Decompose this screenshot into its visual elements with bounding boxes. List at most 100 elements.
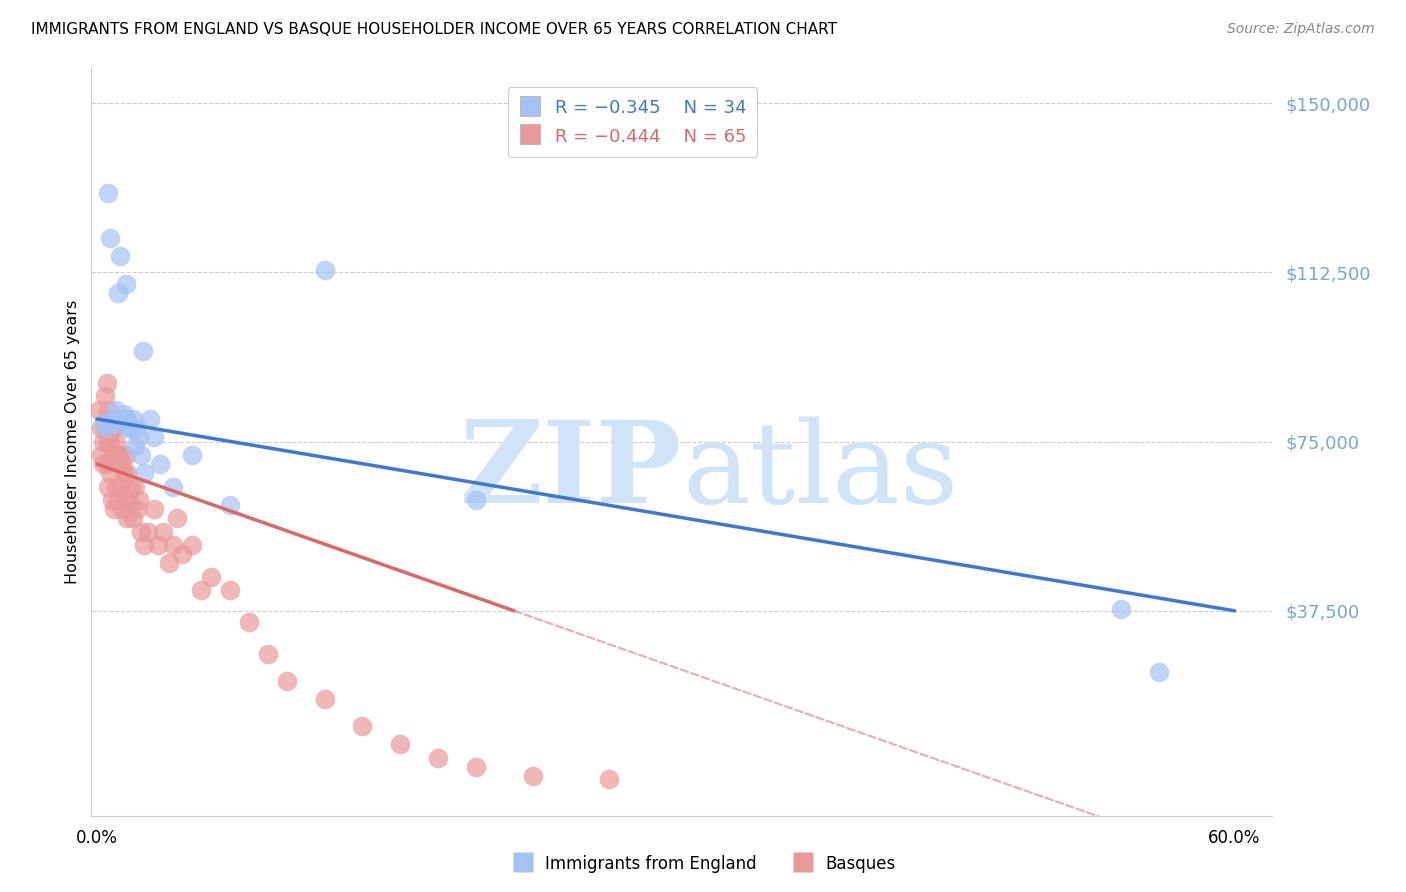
- Point: [98, 434, 121, 449]
- Point: [111, 412, 134, 426]
- Point: [103, 421, 125, 435]
- Point: [114, 277, 136, 291]
- Point: [107, 493, 129, 508]
- Point: [352, 719, 374, 733]
- Point: [96, 412, 118, 426]
- Point: [117, 412, 139, 426]
- Point: [180, 538, 202, 552]
- Legend: R = −0.345    N = 34, R = −0.444    N = 65: R = −0.345 N = 34, R = −0.444 N = 65: [508, 87, 758, 157]
- Legend: Immigrants from England, Basques: Immigrants from England, Basques: [503, 848, 903, 880]
- Point: [90, 448, 112, 462]
- Point: [465, 493, 488, 508]
- Point: [314, 691, 336, 706]
- Text: Source: ZipAtlas.com: Source: ZipAtlas.com: [1227, 22, 1375, 37]
- Point: [98, 412, 121, 426]
- Point: [107, 448, 129, 462]
- Point: [125, 421, 148, 435]
- Point: [157, 557, 180, 571]
- Point: [103, 448, 125, 462]
- Point: [1109, 601, 1132, 615]
- Y-axis label: Householder Income Over 65 years: Householder Income Over 65 years: [65, 300, 80, 583]
- Point: [111, 502, 134, 516]
- Point: [114, 412, 136, 426]
- Point: [98, 231, 121, 245]
- Point: [166, 511, 188, 525]
- Point: [91, 457, 114, 471]
- Point: [124, 439, 146, 453]
- Point: [105, 403, 128, 417]
- Point: [134, 538, 156, 552]
- Point: [91, 417, 114, 431]
- Point: [105, 434, 128, 449]
- Point: [97, 403, 120, 417]
- Point: [114, 493, 136, 508]
- Point: [105, 480, 128, 494]
- Point: [129, 524, 152, 539]
- Point: [118, 493, 141, 508]
- Point: [107, 285, 129, 300]
- Point: [105, 417, 128, 431]
- Point: [152, 524, 174, 539]
- Point: [200, 570, 222, 584]
- Point: [96, 457, 118, 471]
- Point: [389, 737, 412, 751]
- Point: [427, 750, 450, 764]
- Point: [142, 502, 165, 516]
- Point: [128, 493, 150, 508]
- Point: [146, 538, 169, 552]
- Point: [107, 412, 129, 426]
- Point: [93, 421, 115, 435]
- Point: [103, 502, 125, 516]
- Point: [98, 466, 121, 480]
- Point: [108, 448, 131, 462]
- Point: [522, 768, 544, 782]
- Point: [111, 457, 134, 471]
- Point: [93, 389, 115, 403]
- Point: [122, 412, 145, 426]
- Point: [162, 480, 184, 494]
- Point: [117, 511, 139, 525]
- Point: [90, 421, 112, 435]
- Point: [114, 448, 136, 462]
- Point: [276, 673, 298, 688]
- Point: [162, 538, 184, 552]
- Point: [124, 480, 146, 494]
- Point: [128, 430, 150, 444]
- Point: [117, 466, 139, 480]
- Point: [103, 412, 125, 426]
- Point: [218, 498, 240, 512]
- Point: [218, 583, 240, 598]
- Point: [101, 493, 124, 508]
- Point: [112, 408, 135, 422]
- Point: [122, 511, 145, 525]
- Point: [256, 647, 278, 661]
- Point: [1147, 665, 1170, 679]
- Point: [120, 421, 142, 435]
- Point: [125, 502, 148, 516]
- Point: [96, 421, 118, 435]
- Point: [129, 448, 152, 462]
- Text: atlas: atlas: [682, 417, 959, 527]
- Point: [97, 186, 120, 201]
- Point: [238, 615, 260, 629]
- Point: [465, 759, 488, 773]
- Point: [97, 434, 120, 449]
- Point: [97, 480, 120, 494]
- Point: [139, 412, 162, 426]
- Text: ZIP: ZIP: [460, 416, 682, 527]
- Point: [149, 457, 172, 471]
- Point: [91, 434, 114, 449]
- Point: [172, 548, 194, 562]
- Point: [190, 583, 212, 598]
- Point: [87, 403, 110, 417]
- Point: [120, 480, 142, 494]
- Point: [118, 421, 141, 435]
- Point: [108, 250, 131, 264]
- Point: [96, 376, 118, 390]
- Point: [101, 421, 124, 435]
- Point: [142, 430, 165, 444]
- Point: [101, 448, 124, 462]
- Point: [131, 344, 153, 359]
- Point: [112, 466, 135, 480]
- Point: [134, 466, 156, 480]
